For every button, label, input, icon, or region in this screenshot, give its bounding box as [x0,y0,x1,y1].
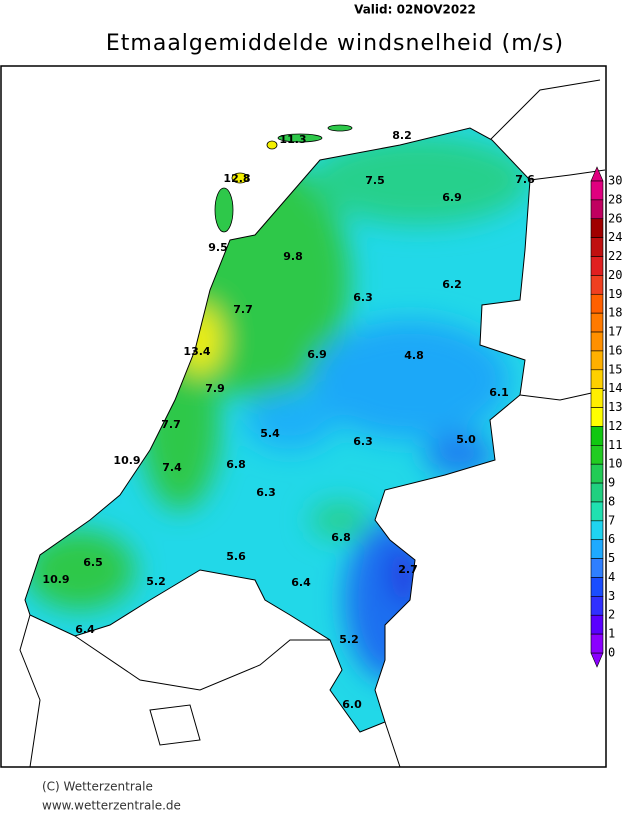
colorbar-label: 5 [608,551,615,565]
colorbar-segment [590,312,604,333]
station-value: 13.4 [183,345,210,358]
station-value: 8.2 [392,129,412,142]
colorbar-label: 22 [608,249,622,263]
colorbar-label: 14 [608,381,622,395]
colorbar-segment [590,218,604,238]
station-value: 10.9 [113,454,140,467]
colorbar-segment [590,388,604,408]
colorbar-segment [590,426,604,446]
copyright: (C) Wetterzentrale [42,780,153,794]
station-value: 10.9 [42,573,69,586]
colorbar-segment [590,199,604,220]
colorbar-label: 19 [608,287,622,301]
map-title: Etmaalgemiddelde windsnelheid (m/s) [106,31,564,56]
colorbar-label: 6 [608,532,615,546]
station-value: 4.8 [404,349,424,362]
station-value: 7.5 [365,174,385,187]
colorbar-label: 9 [608,476,615,490]
station-value: 6.1 [489,386,509,399]
station-value: 5.2 [146,575,166,588]
colorbar-segment [590,520,604,541]
station-value: 6.4 [291,576,311,589]
station-value: 7.7 [233,303,253,316]
colorbar-label: 8 [608,494,615,508]
valid-date: Valid: 02NOV2022 [354,3,476,17]
station-value: 6.9 [442,191,462,204]
colorbar-segment [590,331,604,352]
colorbar-segment [590,407,604,427]
colorbar-label: 1 [608,627,615,641]
station-value: 6.4 [75,623,95,636]
station-value: 12.8 [223,172,250,185]
colorbar-label: 12 [608,419,622,433]
colorbar-label: 15 [608,362,622,376]
station-value: 7.7 [161,418,181,431]
colorbar-segment [590,614,604,635]
source-url: www.wetterzentrale.de [42,799,181,813]
colorbar-label: 10 [608,457,622,471]
station-value: 9.5 [208,241,228,254]
colorbar-label: 2 [608,608,615,622]
station-value: 6.3 [353,435,373,448]
station-value: 7.4 [162,461,182,474]
colorbar-label: 13 [608,400,622,414]
colorbar-segment [590,577,604,597]
colorbar-segment [590,445,604,465]
colorbar-segment [590,633,604,654]
colorbar-label: 4 [608,570,615,584]
station-value: 6.0 [342,698,362,711]
colorbar-label: 17 [608,325,622,339]
colorbar-label: 16 [608,343,622,357]
colorbar-label: 11 [608,438,622,452]
station-value: 6.2 [442,278,462,291]
colorbar-segment [590,369,604,389]
station-labels: 11.3 8.2 12.8 7.5 7.6 6.9 9.5 9.8 6.3 6.2 7.7 13.4 6… [42,129,535,711]
colorbar-label: 3 [608,589,615,603]
colorbar-label: 28 [608,192,622,206]
colorbar-label: 18 [608,306,622,320]
neighbour-borders [19,79,606,768]
colorbar-segment [590,501,604,522]
colorbar-segment [590,275,604,295]
station-value: 6.5 [83,556,103,569]
colorbar: 3028262422201918171615141312111098765432… [590,166,622,668]
station-value: 2.7 [398,563,418,576]
station-value: 6.8 [226,458,246,471]
colorbar-label: 26 [608,211,622,225]
station-value: 7.6 [515,173,535,186]
colorbar-segment [590,463,604,484]
colorbar-segment [590,180,604,201]
station-value: 6.3 [353,291,373,304]
colorbar-segment [590,596,604,616]
station-value: 6.3 [256,486,276,499]
colorbar-label: 24 [608,230,622,244]
colorbar-segment [590,256,604,276]
colorbar-segment [590,350,604,371]
station-value: 11.3 [279,133,306,146]
station-value: 5.4 [260,427,280,440]
colorbar-segment [590,237,604,257]
colorbar-label: 0 [608,646,615,660]
station-value: 6.8 [331,531,351,544]
station-value: 5.0 [456,433,476,446]
colorbar-label: 30 [608,174,622,188]
station-value: 7.9 [205,382,225,395]
colorbar-label: 20 [608,268,622,282]
colorbar-segment [590,558,604,578]
country-outline [24,127,531,733]
colorbar-segment [590,293,604,314]
station-value: 9.8 [283,250,303,263]
colorbar-segment [590,539,604,559]
station-value: 5.2 [339,633,359,646]
colorbar-label: 7 [608,513,615,527]
station-value: 5.6 [226,550,246,563]
islands [214,124,353,233]
colorbar-segment [590,482,604,503]
station-value: 6.9 [307,348,327,361]
